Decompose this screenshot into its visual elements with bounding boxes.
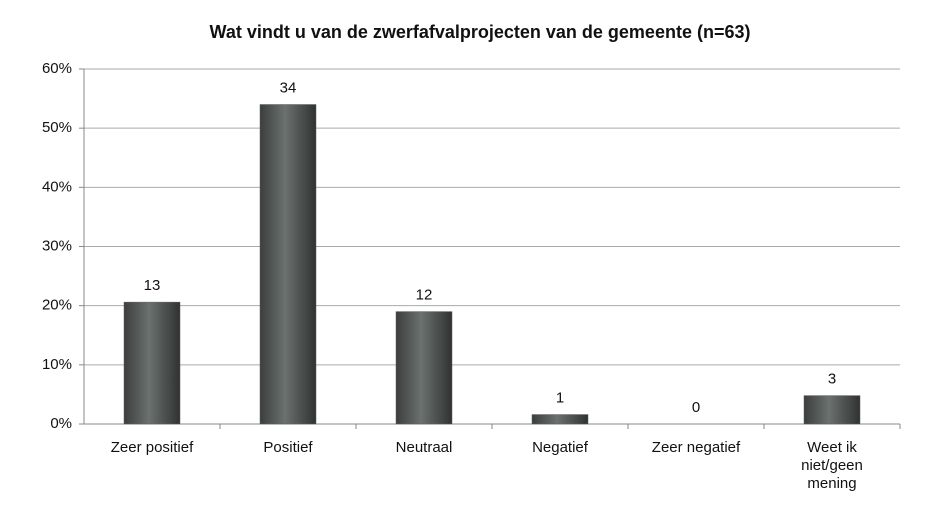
data-label: 34 <box>280 79 297 96</box>
data-label: 13 <box>144 277 161 294</box>
data-label: 1 <box>556 390 564 407</box>
y-tick-label: 0% <box>50 415 72 432</box>
data-label: 12 <box>416 287 433 304</box>
x-tick-label: Negatief <box>532 439 589 456</box>
y-tick-label: 10% <box>42 356 72 373</box>
bar <box>123 301 181 425</box>
bar <box>803 395 861 425</box>
y-tick-label: 20% <box>42 297 72 314</box>
bar <box>395 311 453 425</box>
data-label: 0 <box>692 399 700 416</box>
x-tick-label: Zeer negatief <box>652 439 741 456</box>
data-label: 3 <box>828 371 836 388</box>
y-tick-label: 30% <box>42 237 72 254</box>
chart-title: Wat vindt u van de zwerfafvalprojecten v… <box>210 22 751 42</box>
x-tick-label: Neutraal <box>396 439 453 456</box>
x-tick-label: Zeer positief <box>111 439 194 456</box>
bar <box>531 414 589 425</box>
x-tick-label: Positief <box>263 439 313 456</box>
y-tick-label: 40% <box>42 178 72 195</box>
y-tick-label: 50% <box>42 119 72 136</box>
bar <box>259 104 317 425</box>
x-tick-label: Weet ik niet/geen mening <box>801 439 863 492</box>
y-tick-label: 60% <box>42 60 72 77</box>
